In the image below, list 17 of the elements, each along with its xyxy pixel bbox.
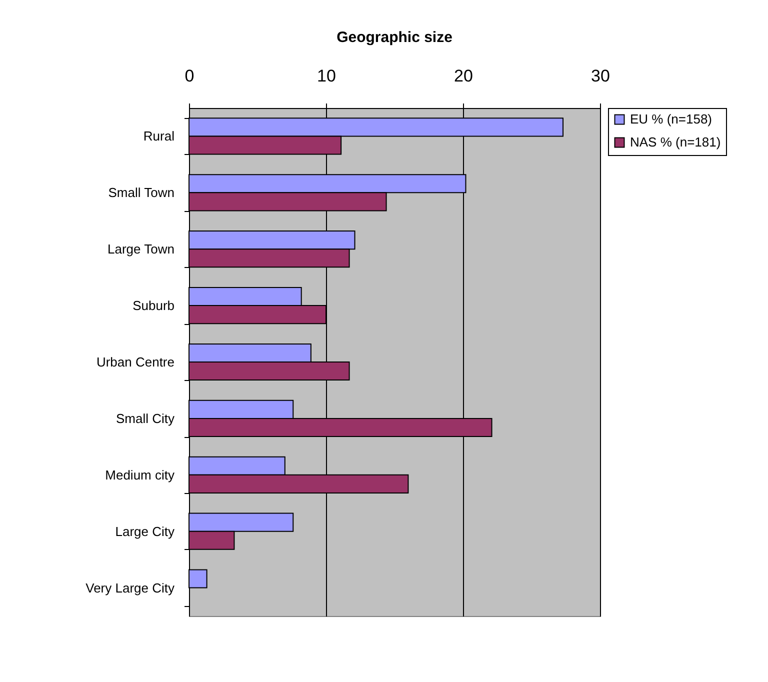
y-tick-label: Suburb	[132, 298, 174, 314]
legend-label: EU % (n=158)	[630, 112, 712, 126]
y-tick-label: Small City	[116, 410, 175, 426]
y-tick-label: Small Town	[108, 185, 174, 200]
x-tick-label: 10	[317, 66, 336, 86]
y-tick-label: Rural	[143, 128, 175, 144]
x-tick-label: 30	[591, 66, 610, 86]
legend-label: NAS % (n=181)	[630, 134, 721, 150]
y-tick-label: Large City	[115, 524, 175, 539]
y-tick-label: Large Town	[108, 242, 174, 257]
bar	[188, 569, 208, 588]
x-tick-label: 20	[454, 66, 473, 86]
chart-title: Geographic size	[336, 29, 452, 46]
y-tick-label: Very Large City	[86, 580, 175, 596]
x-tick-label: 0	[184, 66, 194, 86]
y-tick-label: Medium city	[105, 467, 175, 482]
y-tick-label: Urban Centre	[96, 354, 174, 370]
